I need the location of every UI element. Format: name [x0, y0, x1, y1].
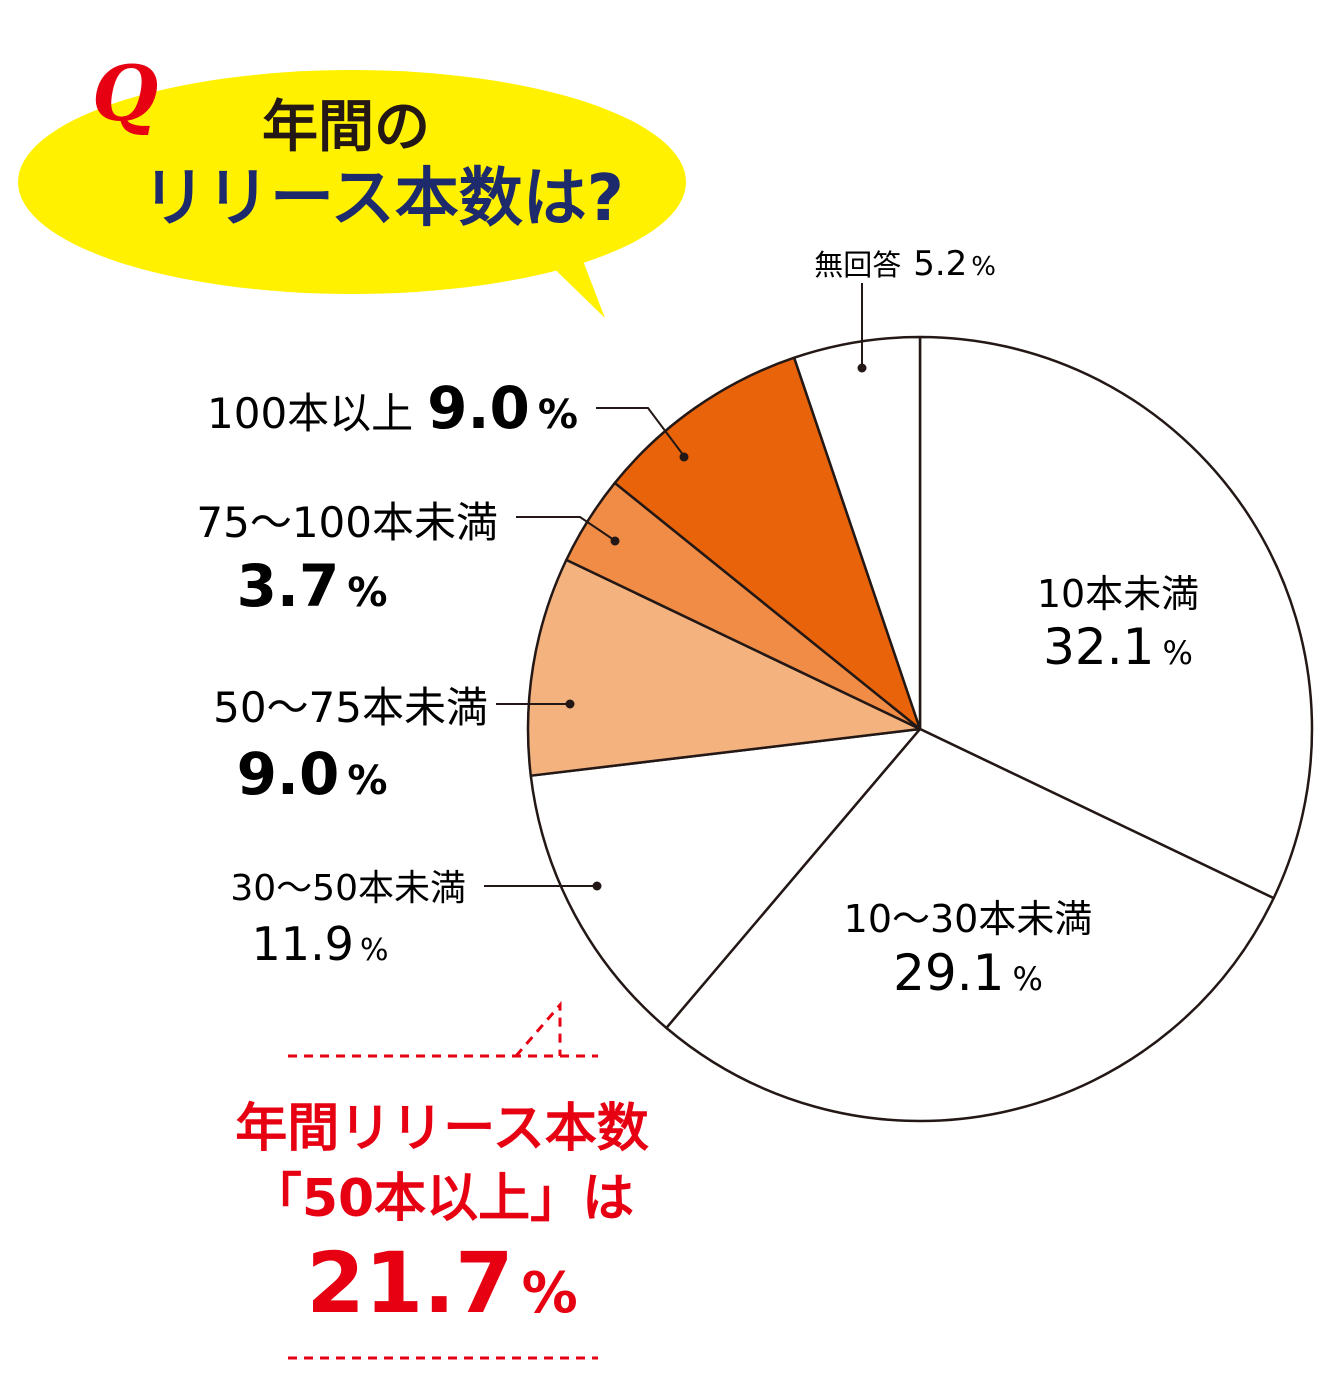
leader-dot-100-plus: [679, 452, 689, 462]
slice-label-under-10: 10本未満 32.1%: [1037, 572, 1199, 676]
label-under-10: 10本未満: [1037, 572, 1199, 616]
summary-line-1: 年間リリース本数: [235, 1099, 648, 1159]
slice-label-no-answer: 無回答 5.2%: [814, 244, 996, 284]
label-30-50: 30〜50本未満: [230, 868, 466, 909]
value-number-no-answer: 5.2: [913, 244, 967, 284]
q-mark: Q: [92, 49, 158, 138]
value-number-30-50: 11.9: [252, 917, 354, 971]
summary-line-2: 「50本以上」は: [250, 1169, 634, 1229]
bubble-body: [18, 70, 686, 294]
summary-value-number: 21.7: [306, 1234, 513, 1332]
value-number-under-10: 32.1: [1043, 618, 1154, 676]
slice-label-50-75: 50〜75本未満 9.0%: [213, 683, 488, 808]
value-50-75: 9.0%: [237, 740, 388, 808]
summary-pointer: [514, 1000, 562, 1057]
label-100-plus: 100本以上: [207, 389, 413, 438]
title-line-1: 年間の: [262, 95, 430, 160]
label-no-answer: 無回答: [814, 248, 901, 282]
pie-slice-5: [613, 356, 922, 731]
pie-slice-2: [529, 727, 922, 1030]
percent-50-75: %: [347, 758, 387, 804]
value-under-10: 32.1%: [1043, 618, 1193, 676]
summary-value-percent: %: [522, 1261, 578, 1326]
label-50-75: 50〜75本未満: [213, 683, 488, 732]
leader-dot-50-75: [565, 699, 575, 709]
title-line-2: リリース本数は?: [142, 162, 624, 236]
percent-75-100: %: [347, 570, 387, 616]
percent-100-plus: %: [538, 392, 578, 438]
value-number-50-75: 9.0: [237, 740, 340, 808]
percent-under-10: %: [1162, 634, 1192, 672]
slice-label-30-50: 30〜50本未満 11.9%: [230, 868, 466, 971]
summary-callout: [288, 1000, 598, 1360]
value-75-100: 3.7%: [237, 552, 388, 620]
label-10-30: 10〜30本未満: [844, 897, 1093, 941]
value-30-50: 11.9%: [252, 917, 389, 971]
summary-value: 21.7%: [306, 1234, 577, 1332]
leader-dots: [565, 363, 867, 891]
percent-30-50: %: [360, 933, 389, 968]
percent-10-30: %: [1012, 960, 1042, 998]
label-75-100: 75〜100本未満: [196, 498, 498, 547]
pie-slice-6: [792, 335, 922, 731]
value-number-75-100: 3.7: [237, 552, 340, 620]
leader-dot-30-50: [592, 881, 602, 891]
value-10-30: 29.1%: [893, 944, 1043, 1002]
percent-no-answer: %: [971, 252, 996, 282]
pie-slice-3: [526, 558, 922, 777]
pie-slices: [526, 335, 1314, 1123]
leader-dot-no-answer: [857, 363, 867, 373]
value-number-10-30: 29.1: [893, 944, 1004, 1002]
leader-lines: [484, 283, 863, 887]
slice-label-10-30: 10〜30本未満 29.1%: [844, 897, 1093, 1002]
value-number-100-plus: 9.0: [427, 374, 530, 442]
label-100-plus-line: 100本以上 9.0%: [207, 374, 578, 442]
question-bubble: [18, 70, 686, 318]
slice-label-100-plus: 100本以上 9.0%: [207, 374, 578, 442]
pie-slice-1: [665, 727, 1275, 1123]
leader-line-100-plus: [596, 407, 685, 457]
pie-slice-0: [918, 335, 1314, 900]
label-no-answer-line: 無回答 5.2%: [814, 244, 996, 284]
slice-label-75-100: 75〜100本未満 3.7%: [196, 498, 498, 620]
leader-line-75-100: [516, 516, 615, 541]
leader-dot-75-100: [610, 536, 620, 546]
